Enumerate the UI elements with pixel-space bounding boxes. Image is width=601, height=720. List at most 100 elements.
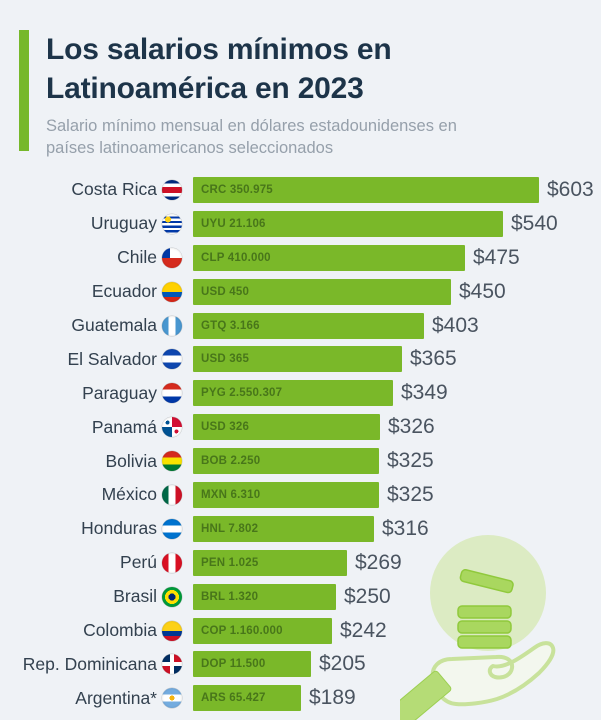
mexico-flag-icon: [162, 484, 182, 505]
coin-icon: [457, 635, 512, 649]
chart-row: Argentina* ARS 65.427 $189: [0, 681, 601, 715]
wage-value-label: $475: [473, 245, 520, 269]
chart-row: Bolivia BOB 2.250 $325: [0, 444, 601, 478]
country-label: Perú: [120, 552, 157, 573]
country-label: Brasil: [113, 586, 157, 607]
chart-row: Brasil BRL 1.320 $250: [0, 580, 601, 614]
country-label: México: [101, 484, 157, 505]
chile-flag-icon: [162, 247, 182, 268]
wage-value-label: $242: [340, 618, 387, 642]
wage-bar: ARS 65.427: [193, 685, 301, 712]
wage-bar: UYU 21.106: [193, 210, 503, 237]
wage-bar-currency-label: MXN 6.310: [201, 488, 261, 501]
chart-row: Ecuador USD 450 $450: [0, 275, 601, 309]
wage-bar: CLP 410.000: [193, 244, 465, 271]
wage-bar: CRC 350.975: [193, 176, 539, 203]
country-label: El Salvador: [67, 348, 158, 369]
wage-bar: PEN 1.025: [193, 549, 347, 576]
wage-bar-currency-label: USD 326: [201, 421, 250, 434]
wage-bar-currency-label: USD 450: [201, 285, 250, 298]
coin-icon: [457, 620, 512, 634]
wage-value-label: $349: [401, 381, 448, 405]
paraguay-flag-icon: [162, 383, 182, 404]
header-accent-bar: [19, 30, 29, 151]
wage-value-label: $540: [511, 211, 558, 235]
wage-bar-currency-label: CLP 410.000: [201, 251, 271, 264]
header: Los salarios mínimos en Latinoamérica en …: [19, 30, 476, 159]
wage-bar: DOP 11.500: [193, 651, 311, 678]
wage-value-label: $189: [309, 686, 356, 710]
guatemala-flag-icon: [162, 315, 182, 336]
country-label: Costa Rica: [71, 179, 157, 200]
wage-bar: PYG 2.550.307: [193, 380, 393, 407]
country-label: Rep. Dominicana: [22, 653, 157, 674]
wage-bar-currency-label: UYU 21.106: [201, 217, 266, 230]
wage-value-label: $603: [547, 177, 594, 201]
honduras-flag-icon: [162, 518, 182, 539]
ecuador-flag-icon: [162, 281, 182, 302]
uruguay-flag-icon: [162, 213, 182, 234]
page-title: Los salarios mínimos en Latinoamérica en …: [46, 30, 476, 108]
country-label: Colombia: [83, 620, 157, 641]
chart-row: Guatemala GTQ 3.166 $403: [0, 309, 601, 343]
wage-bar-currency-label: PYG 2.550.307: [201, 387, 283, 400]
wage-value-label: $250: [344, 584, 391, 608]
wage-value-label: $365: [410, 347, 457, 371]
wage-bar-currency-label: BRL 1.320: [201, 590, 259, 603]
wage-bar: BOB 2.250: [193, 448, 379, 475]
rep-dominicana-flag-icon: [162, 654, 182, 675]
open-hand-icon: [430, 641, 556, 707]
sleeve-icon: [400, 670, 452, 720]
chart-row: Colombia COP 1.160.000 $242: [0, 614, 601, 648]
chart-row: El Salvador USD 365 $365: [0, 342, 601, 376]
country-label: Chile: [117, 247, 157, 268]
wage-bar-currency-label: PEN 1.025: [201, 556, 259, 569]
panama-flag-icon: [162, 417, 182, 438]
country-label: Panamá: [91, 416, 157, 437]
chart-row: México MXN 6.310 $325: [0, 478, 601, 512]
country-label: Argentina*: [75, 687, 157, 708]
wage-bar: USD 450: [193, 278, 451, 305]
page-subtitle: Salario mínimo mensual en dólares estado…: [46, 117, 457, 157]
header-text: Los salarios mínimos en Latinoamérica en …: [46, 30, 476, 159]
bar-chart: Costa Rica CRC 350.975 $603 Uruguay UYU …: [0, 173, 601, 715]
chart-row: Panamá USD 326 $326: [0, 410, 601, 444]
chart-row: Chile CLP 410.000 $475: [0, 241, 601, 275]
wage-value-label: $403: [432, 313, 479, 337]
costa-rica-flag-icon: [162, 179, 182, 200]
wage-value-label: $325: [387, 482, 434, 506]
bolivia-flag-icon: [162, 451, 182, 472]
country-label: Guatemala: [71, 315, 157, 335]
tilted-coin-icon: [459, 569, 514, 594]
wage-bar-currency-label: DOP 11.500: [201, 658, 266, 671]
chart-row: Perú PEN 1.025 $269: [0, 546, 601, 580]
country-label: Honduras: [81, 518, 157, 539]
wage-value-label: $205: [319, 652, 366, 676]
wage-bar-currency-label: HNL 7.802: [201, 522, 259, 535]
hand-with-coins-illustration: [400, 535, 556, 720]
country-label: Uruguay: [90, 213, 157, 234]
wage-bar: HNL 7.802: [193, 515, 374, 542]
wage-bar-currency-label: ARS 65.427: [201, 692, 266, 705]
wage-bar: GTQ 3.166: [193, 312, 424, 339]
page-title-line2: Latinoamérica en 2023: [46, 72, 364, 105]
wage-value-label: $269: [355, 550, 402, 574]
wage-bar-currency-label: USD 365: [201, 353, 250, 366]
wage-value-label: $316: [382, 516, 429, 540]
chart-row: Costa Rica CRC 350.975 $603: [0, 173, 601, 207]
wage-bar-currency-label: GTQ 3.166: [201, 319, 260, 332]
chart-row: Rep. Dominicana DOP 11.500 $205: [0, 647, 601, 681]
wage-bar-currency-label: COP 1.160.000: [201, 624, 283, 637]
colombia-flag-icon: [162, 620, 182, 641]
wage-bar: BRL 1.320: [193, 583, 336, 610]
wage-value-label: $326: [388, 415, 435, 439]
brasil-flag-icon: [162, 586, 182, 607]
wage-bar-currency-label: CRC 350.975: [201, 183, 273, 196]
peru-flag-icon: [162, 552, 182, 573]
chart-row: Honduras HNL 7.802 $316: [0, 512, 601, 546]
wage-bar: MXN 6.310: [193, 481, 379, 508]
wage-bar: USD 326: [193, 414, 380, 441]
coin-icon: [457, 605, 512, 619]
wage-value-label: $450: [459, 279, 506, 303]
